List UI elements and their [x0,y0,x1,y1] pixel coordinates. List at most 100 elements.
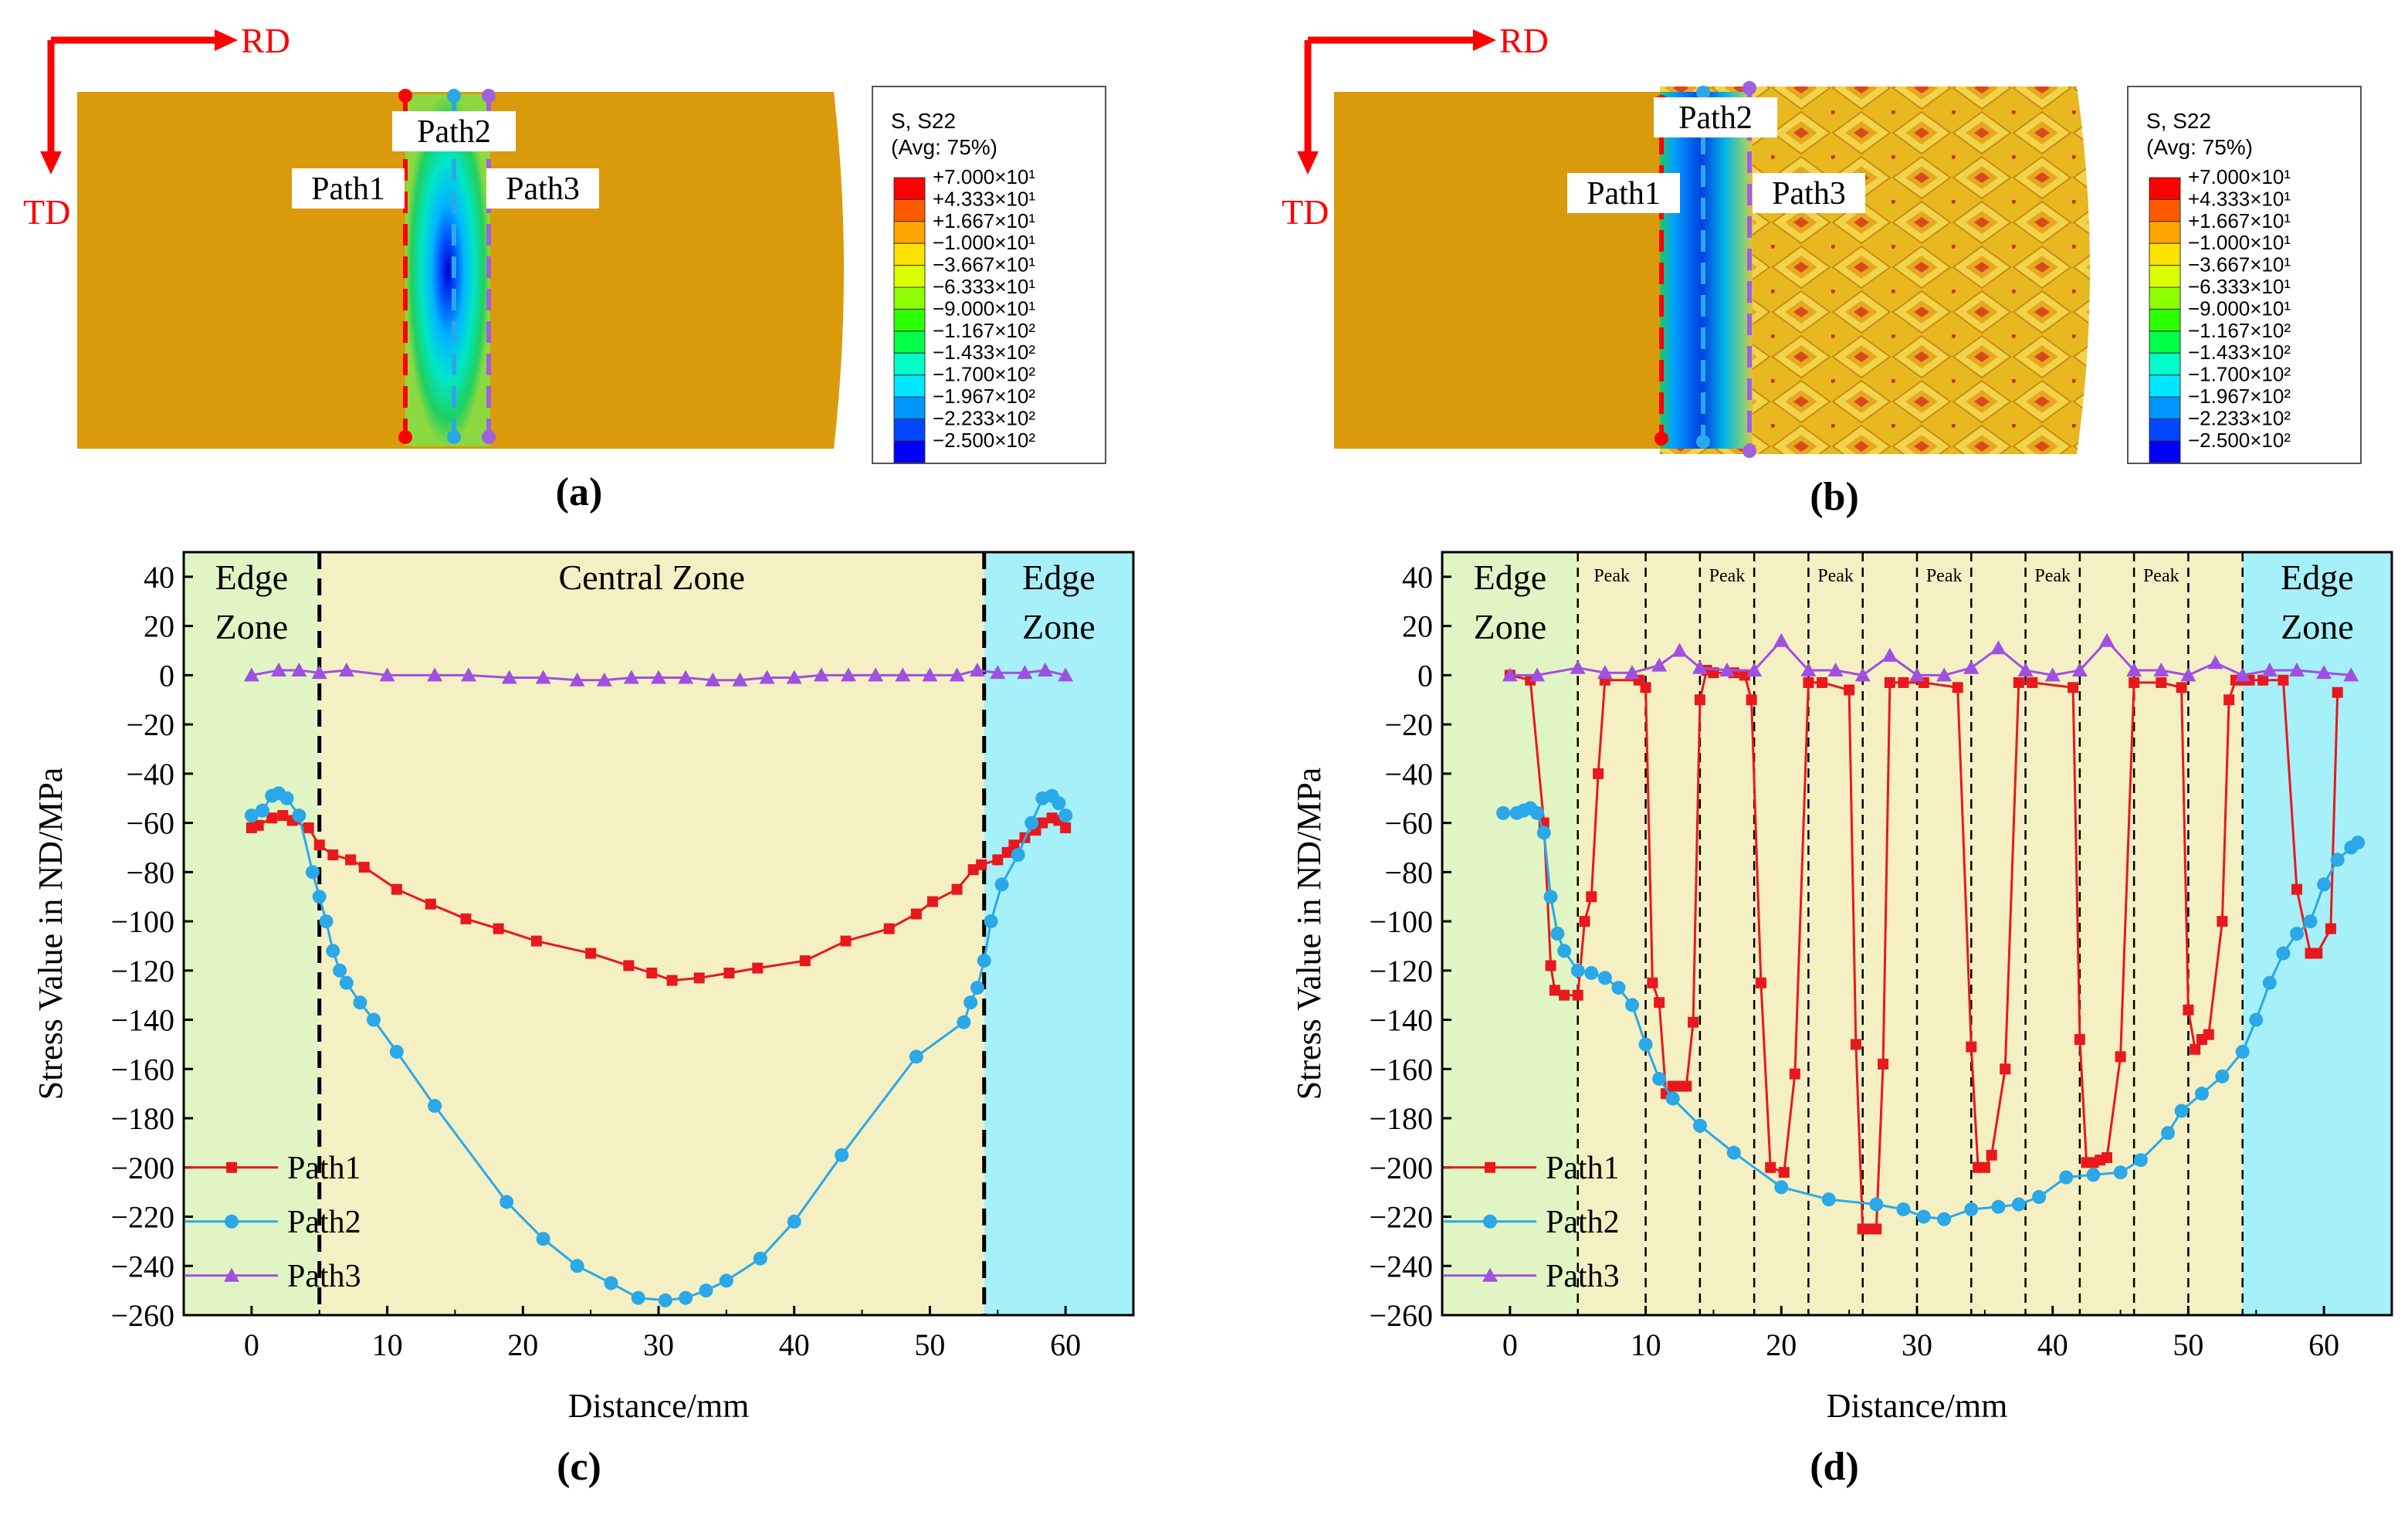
path1-label-a: Path1 [311,171,385,207]
legend-entry-a: −1.167×10² [933,319,1035,342]
x-tick-label-c: 50 [914,1327,945,1362]
data-point-path1-d [1817,676,1827,688]
data-point-path2-d [1597,971,1612,985]
data-point-path2-d [1774,1180,1789,1195]
data-point-path2-d [1692,1118,1707,1133]
data-point-path3-c [732,672,748,687]
legend-entry-b: −9.000×10¹ [2188,297,2291,320]
y-tick-label-d: −100 [1369,904,1433,939]
data-point-path1-d [1746,694,1757,706]
legend-marker-c [225,1214,239,1229]
x-tick-label-d: 50 [2173,1327,2203,1362]
data-point-path3-c [623,670,639,684]
zone-label-d: Zone [1474,607,1547,646]
y-tick-label-c: 0 [159,658,174,693]
data-point-path1-c [303,822,314,833]
data-point-path1-d [1986,1149,1997,1161]
legend-swatch-b [2149,352,2181,376]
data-point-path1-d [2203,1029,2214,1040]
data-point-path1-c [493,923,504,934]
data-point-path3-c [949,667,965,682]
data-point-path2-c [536,1232,550,1246]
data-point-path3-d [1624,665,1640,680]
legend-entry-a: −6.333×10¹ [933,275,1035,298]
data-point-path2-c [292,809,307,823]
data-point-path1-d [2278,674,2289,686]
peak-label-d: Peak [1817,566,1854,586]
path3-label-b: Path3 [1772,176,1846,212]
data-point-path3-d [1570,659,1586,674]
legend-swatch-b [2149,177,2181,200]
data-point-path1-d [2217,916,2228,927]
data-point-path1-c [693,972,705,984]
data-point-path1-d [2311,948,2323,959]
data-point-path1-d [1681,1080,1692,1092]
data-point-path2-d [1726,1145,1741,1160]
data-point-path1-c [327,849,339,861]
legend-swatch-b [2149,331,2181,354]
peak-label-d: Peak [1709,566,1746,586]
data-point-path1-d [2257,674,2269,686]
y-tick-label-c: −160 [110,1052,174,1087]
data-point-path3-c [990,665,1006,680]
legend-swatch-a [893,375,926,398]
y-tick-label-d: −140 [1369,1003,1433,1038]
data-point-path2-c [570,1259,584,1273]
legend-swatch-b [2149,308,2181,332]
data-point-path2-c [1011,848,1025,863]
data-point-path1-d [1549,985,1560,996]
path2-label-b: Path2 [1678,100,1753,136]
data-point-path1-d [1952,682,1963,693]
data-point-path2-c [719,1273,733,1288]
data-point-path2-c [909,1049,923,1064]
data-point-path3-c [291,662,307,676]
legend-marker-d [1485,1161,1495,1173]
legend-entry-b: −1.700×10² [2188,363,2291,386]
data-point-path1-c [723,967,735,978]
data-point-path2-d [2290,927,2304,941]
peak-label-d: Peak [1926,566,1963,586]
zone-d [2242,552,2392,1315]
legend-swatch-a [893,177,926,200]
data-point-path1-d [1559,989,1570,1001]
x-tick-label-d: 60 [2308,1327,2339,1362]
data-point-path3-d [1597,665,1613,680]
legend-entry-b: −6.333×10¹ [2188,275,2291,298]
data-point-path2-c [604,1276,618,1290]
panel-a-contour: RD TD Path2 Path1 Path3 S, S22(Avg: 75%)… [23,21,1106,514]
data-point-path3-d [2207,655,2223,670]
data-point-path3-d [1773,632,1790,647]
data-point-path1-c [252,819,264,831]
data-point-path3-c [569,672,585,687]
peak-label-d: Peak [2143,566,2179,586]
data-point-path3-c [501,670,517,684]
legend-swatch-a [893,352,926,376]
legend-marker-d [1483,1214,1497,1229]
data-point-path1-c [752,962,764,974]
data-point-path2-d [2086,1168,2101,1182]
data-point-path2-d [2032,1190,2047,1205]
data-point-path2-c [679,1290,693,1305]
legend-swatch-b [2149,221,2181,244]
data-point-path3-d [1909,667,1925,682]
data-point-path1-d [2332,687,2343,698]
data-point-path2-c [984,914,998,929]
zone-label-c: Edge [1022,558,1096,597]
legend-swatch-b [2149,396,2181,419]
data-point-path2-c [326,944,340,958]
data-point-path3-d [1746,662,1763,676]
data-point-path2-c [964,995,978,1010]
data-point-path1-c [460,913,472,924]
rd-label-b: RD [1499,21,1549,60]
data-point-path1-d [2190,1043,2201,1055]
data-point-path2-c [835,1148,849,1162]
y-tick-label-c: −240 [110,1249,174,1283]
td-label-b: TD [1282,192,1329,232]
data-point-path2-d [2059,1170,2074,1185]
color-legend-a: S, S22(Avg: 75%) +7.000×10¹+4.333×10¹+1.6… [872,86,1106,464]
data-point-path1-d [2156,676,2167,688]
data-point-path3-c [841,667,856,682]
data-point-path1-d [1850,1039,1861,1050]
data-point-path3-c [338,662,354,676]
data-point-path2-d [2317,877,2332,892]
